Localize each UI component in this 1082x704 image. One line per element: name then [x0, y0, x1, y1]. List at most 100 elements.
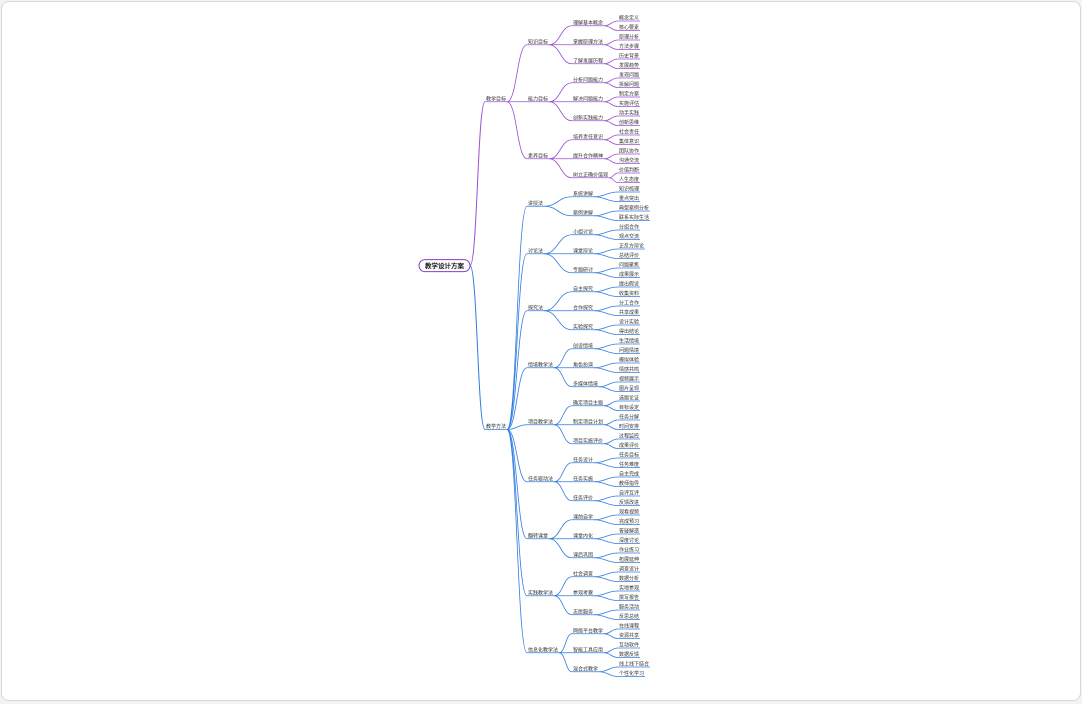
branch-link: [604, 443, 619, 449]
branch-link: [594, 609, 619, 616]
node-label: 创新实践能力: [573, 114, 603, 121]
branch-link: [506, 205, 528, 430]
branch-link: [604, 139, 619, 145]
node-label: 观点交流: [619, 233, 639, 240]
node-label: 概念定义: [619, 15, 639, 22]
branch-link: [604, 158, 619, 164]
node-label: 项目实施评价: [573, 437, 603, 444]
branch-link: [558, 652, 573, 673]
node-label: 案例讲解: [573, 209, 593, 216]
node-label: 答疑解惑: [619, 528, 639, 535]
branch-link: [594, 500, 619, 506]
branch-link: [594, 329, 619, 335]
node-label: 任务目标: [619, 452, 639, 459]
branch-link: [553, 405, 573, 426]
node-label: 社会调查: [573, 570, 593, 577]
node-label: 总结评价: [619, 252, 639, 259]
branch-link: [599, 386, 619, 392]
node-label: 数据分析: [619, 575, 639, 582]
node-label: 深度讨论: [619, 537, 639, 544]
branch-link: [594, 514, 619, 521]
node-label: 问题聚焦: [619, 262, 639, 269]
node-label: 制定项目计划: [573, 418, 603, 425]
branch-link: [604, 120, 619, 126]
branch-link: [594, 519, 619, 525]
node-label: 发展趋势: [619, 62, 639, 69]
node-label: 自主完成: [619, 471, 639, 478]
node-label: 互动软件: [619, 642, 639, 649]
node-label: 角色扮演: [573, 361, 593, 368]
branch-link: [608, 172, 619, 179]
node-label: 课后巩固: [573, 551, 593, 558]
node-label: 小组讨论: [573, 228, 593, 235]
branch-link: [604, 647, 619, 654]
branch-link: [543, 234, 573, 255]
branch-link: [604, 633, 619, 639]
branch-link: [604, 25, 619, 31]
node-label: 重点突出: [619, 195, 639, 202]
node-label: 翻转课堂: [528, 532, 548, 539]
branch-link: [553, 424, 573, 445]
node-label: 人生态度: [619, 176, 639, 183]
node-label: 树立正确价值观: [573, 171, 608, 178]
node-label: 确定项目主题: [573, 399, 603, 406]
branch-link: [543, 310, 573, 331]
branch-link: [604, 20, 619, 27]
node-label: 核心要素: [619, 24, 639, 31]
branch-link: [594, 191, 619, 198]
node-label: 社会责任: [619, 129, 639, 136]
branch-link: [604, 44, 619, 50]
branch-link: [594, 343, 619, 350]
branch-link: [506, 310, 528, 430]
node-label: 掌握原理方法: [573, 38, 603, 45]
branch-link: [506, 253, 528, 430]
branch-link: [506, 429, 528, 483]
branch-link: [507, 424, 528, 430]
branch-link: [604, 405, 619, 411]
node-label: 知识梳理: [619, 186, 639, 193]
node-label: 资源共享: [619, 632, 639, 639]
node-label: 课堂内化: [573, 532, 593, 539]
branch-link: [543, 253, 573, 274]
node-label: 提出假设: [619, 281, 639, 288]
branch-link: [594, 305, 619, 312]
branch-link: [553, 481, 573, 502]
node-label: 完成预习: [619, 518, 639, 525]
branch-link: [594, 595, 619, 601]
branch-link: [599, 381, 619, 388]
branch-link: [548, 158, 573, 179]
branch-link: [506, 429, 528, 654]
branch-link: [594, 590, 619, 597]
branch-link: [548, 519, 573, 540]
node-label: 集体意识: [619, 138, 639, 145]
branch-link: [604, 628, 619, 635]
node-label: 线上线下结合: [619, 661, 649, 668]
branch-link: [594, 362, 619, 369]
branch-link: [594, 538, 619, 544]
branch-link: [594, 557, 619, 563]
branch-link: [548, 44, 573, 65]
node-label: 生活情境: [619, 338, 639, 345]
branch-link: [604, 424, 619, 430]
node-label: 实地参观: [619, 585, 639, 592]
node-label: 创设情境: [573, 342, 593, 349]
node-label: 混合式教学: [573, 665, 598, 672]
branch-link: [553, 348, 573, 369]
branch-link: [604, 153, 619, 160]
branch-link: [553, 367, 573, 388]
branch-link: [594, 367, 619, 373]
node-label: 实施评估: [619, 100, 639, 107]
node-label: 服务活动: [619, 604, 639, 611]
node-label: 拓展延伸: [619, 556, 639, 563]
branch-link: [594, 248, 619, 255]
branch-link: [594, 533, 619, 540]
branch-link: [604, 652, 619, 658]
branch-link: [594, 324, 619, 331]
node-label: 志愿服务: [573, 608, 593, 615]
branch-link: [594, 614, 619, 620]
branch-link: [604, 134, 619, 141]
branch-link: [594, 457, 619, 464]
node-label: 问题情境: [619, 347, 639, 354]
